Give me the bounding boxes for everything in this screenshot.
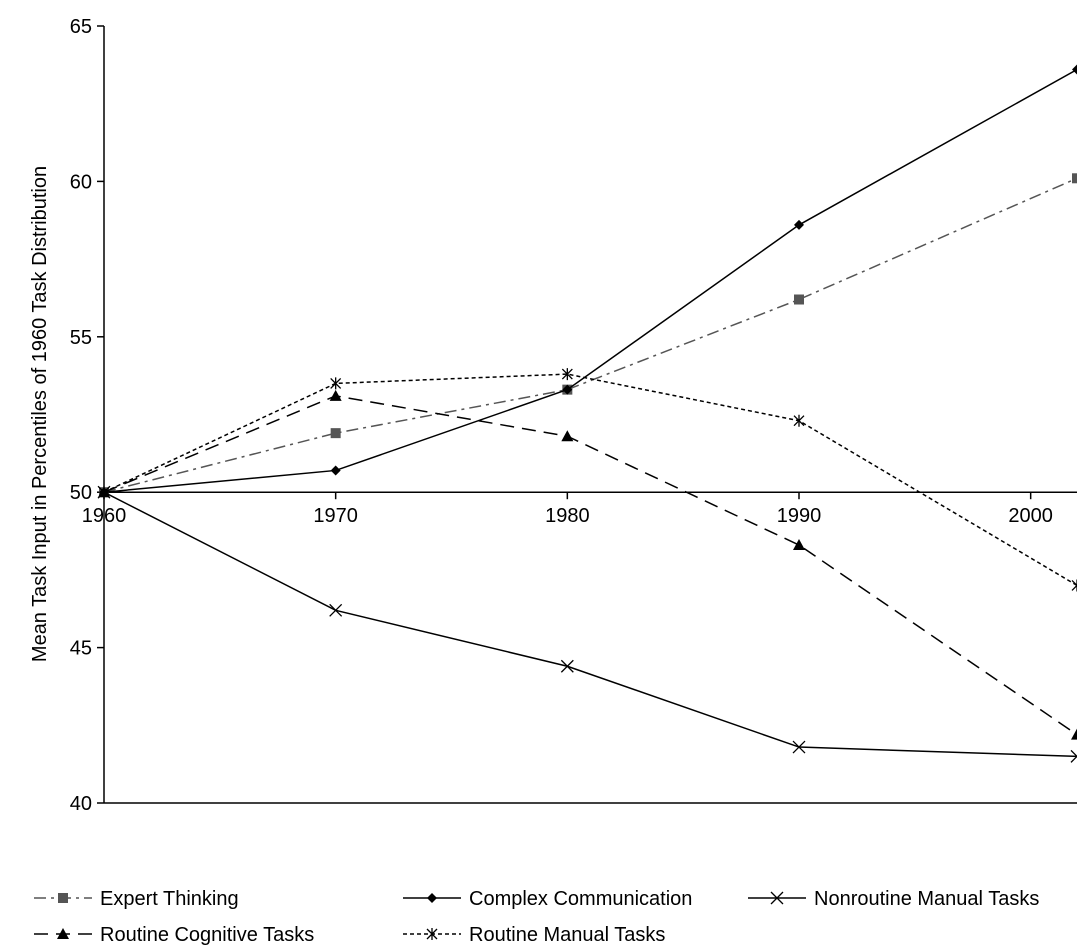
legend-marker [426,928,438,940]
data-point [1072,173,1077,184]
y-tick-label: 40 [70,793,92,815]
y-tick-label: 65 [70,16,92,38]
x-tick-label: 1990 [777,505,822,527]
y-tick-label: 50 [70,482,92,504]
y-tick-label: 55 [70,327,92,349]
data-point [1072,64,1077,75]
data-point [793,539,805,551]
legend-item: Routine Manual Tasks [403,924,665,946]
data-point [1071,728,1077,740]
legend-marker [770,891,784,905]
series-nonroutine-manual-tasks [97,485,1077,763]
legend-label: Complex Communication [469,888,692,910]
legend: Expert Thinking Complex Communication Nonr… [34,888,1039,946]
data-point [794,294,804,305]
data-point [1070,749,1077,763]
legend-marker [57,928,69,939]
series-line [103,491,1077,758]
legend-item: Routine Cognitive Tasks [34,924,314,946]
series-routine-manual-tasks [98,368,1077,592]
legend-marker [427,893,437,903]
x-tick-label: 1960 [82,505,127,527]
series-line [103,68,1077,493]
data-point [329,603,343,617]
legend-item: Expert Thinking [34,888,239,910]
data-point [329,389,342,401]
plot-area: 40 45 50 55 60 65 1960 1970 1980 1990 2000 [70,16,1077,815]
y-axis-label: Mean Task Input in Percentiles of 1960 T… [29,166,51,662]
legend-label: Expert Thinking [100,888,239,910]
series-complex-communication [99,64,1077,498]
y-tick-label: 45 [70,638,92,660]
legend-label: Nonroutine Manual Tasks [814,888,1039,910]
data-point [330,465,341,476]
x-tick-label: 1970 [313,505,358,527]
series-line [103,177,1077,493]
data-point [793,414,805,427]
series-expert-thinking [99,173,1077,498]
data-point [330,428,341,439]
data-point [560,659,574,673]
x-tick-label: 2000 [1008,505,1053,527]
x-tick-label: 1980 [545,505,590,527]
data-point [561,430,574,442]
data-point [98,486,110,499]
data-point [561,368,573,381]
legend-item: Nonroutine Manual Tasks [748,888,1039,910]
data-point [1071,579,1077,592]
data-point [792,740,806,754]
data-point [562,384,573,395]
legend-item: Complex Communication [403,888,692,910]
legend-label: Routine Cognitive Tasks [100,924,314,946]
y-tick-label: 60 [70,171,92,193]
series-line [103,373,1077,587]
legend-label: Routine Manual Tasks [469,924,665,946]
legend-marker [58,893,68,903]
series-line [103,395,1077,736]
data-point [330,377,342,390]
data-point [794,219,804,230]
